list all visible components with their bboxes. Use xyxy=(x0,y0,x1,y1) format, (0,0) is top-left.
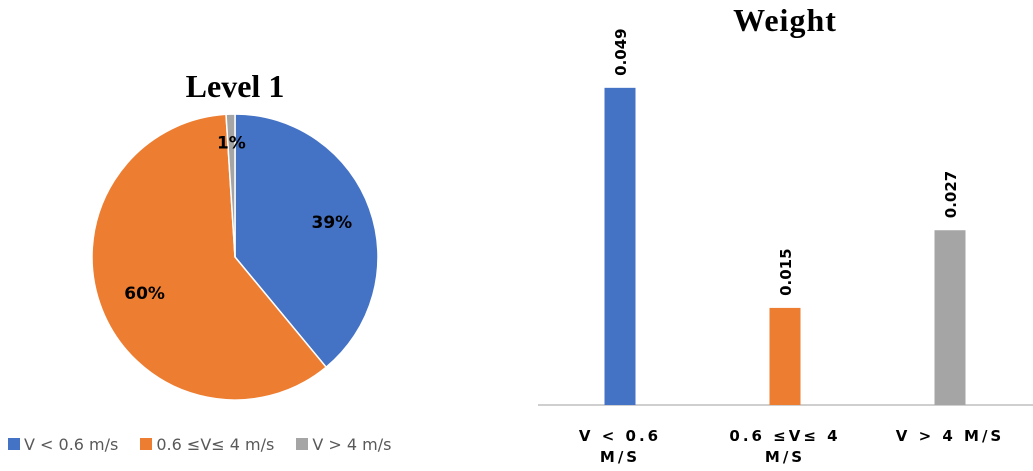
bar-chart: 0.049 V < 0.6 M/S 0.015 0.6 ≤V≤ 4 M/S 0.027 V >… xyxy=(538,28,1033,466)
x-tick-label: 0.6 ≤V≤ 4 M/S xyxy=(729,427,840,466)
pie-data-label: 39% xyxy=(312,213,353,233)
x-tick-label: V < 0.6 M/S xyxy=(579,427,661,466)
pie-chart: 39% 60% 1% xyxy=(91,113,379,401)
bar xyxy=(604,87,636,405)
pie-data-label: 1% xyxy=(217,134,246,154)
legend-item: V < 0.6 m/s xyxy=(8,435,118,454)
pie-slice xyxy=(225,113,236,258)
legend-label: V < 0.6 m/s xyxy=(24,434,119,454)
bar-data-label: 0.015 xyxy=(777,248,795,295)
bar xyxy=(934,230,966,405)
pie-legend: V < 0.6 m/s 0.6 ≤V≤ 4 m/s V > 4 m/s xyxy=(8,432,391,456)
legend-swatch-orange xyxy=(140,438,153,450)
bar xyxy=(769,307,801,405)
legend-label: 0.6 ≤V≤ 4 m/s xyxy=(156,434,275,454)
legend-item: V > 4 m/s xyxy=(296,435,391,454)
bar-data-label: 0.027 xyxy=(942,171,960,218)
pie-chart-title: Level 1 xyxy=(185,68,285,104)
x-tick-label: V > 4 M/S xyxy=(896,427,1005,445)
pie-slice xyxy=(234,113,379,369)
bar-data-label: 0.049 xyxy=(612,28,630,75)
legend-label: V > 4 m/s xyxy=(312,434,392,454)
legend-swatch-blue xyxy=(8,438,20,450)
bar-chart-title: Weight xyxy=(733,2,837,38)
legend-swatch-gray xyxy=(296,438,309,450)
pie-slice xyxy=(91,113,328,401)
legend-item: 0.6 ≤V≤ 4 m/s xyxy=(140,435,274,454)
pie-data-label: 60% xyxy=(124,284,165,304)
